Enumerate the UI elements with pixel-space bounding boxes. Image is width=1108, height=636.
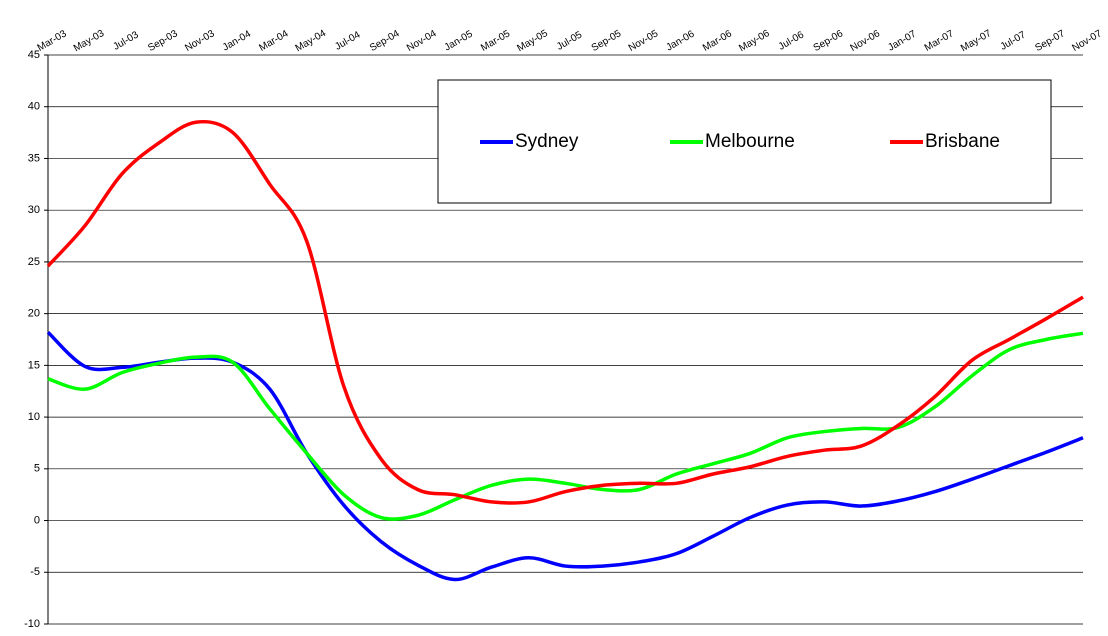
y-tick-label: 15 — [28, 359, 40, 371]
legend-label: Sydney — [515, 131, 579, 152]
x-tick-label: May-04 — [294, 28, 329, 54]
y-tick-label: 20 — [28, 308, 40, 320]
series-line — [46, 119, 1084, 505]
x-tick-label: Nov-07 — [1070, 28, 1104, 54]
x-tick-label: Nov-04 — [405, 28, 439, 54]
x-tick-label: Jul-05 — [555, 29, 584, 52]
x-tick-label: Nov-03 — [183, 28, 217, 54]
x-tick-label: Mar-06 — [701, 28, 734, 54]
x-tick-label: Jan-05 — [443, 28, 475, 53]
x-tick-label: May-06 — [737, 28, 772, 54]
x-tick-label: May-07 — [959, 28, 994, 54]
y-tick-label: -5 — [30, 566, 40, 578]
y-tick-label: 35 — [28, 152, 40, 164]
y-tick-label: 25 — [28, 256, 40, 268]
series-line — [47, 331, 1084, 521]
x-tick-label: Sep-06 — [812, 28, 846, 54]
y-tick-label: 45 — [28, 49, 40, 61]
x-tick-label: Nov-06 — [849, 28, 883, 54]
x-tick-label: Jul-04 — [333, 29, 362, 52]
x-tick-label: Jul-03 — [111, 29, 140, 52]
series-line — [46, 330, 1084, 582]
x-tick-label: Jan-07 — [886, 28, 918, 53]
x-tick-label: Sep-04 — [368, 28, 402, 54]
x-tick-label: Mar-04 — [257, 28, 290, 54]
x-tick-label: Mar-05 — [479, 28, 512, 54]
legend-box — [437, 79, 1052, 204]
y-tick-label: 40 — [28, 101, 40, 113]
y-tick-label: 30 — [28, 204, 40, 216]
x-tick-label: Mar-03 — [36, 28, 69, 54]
legend-label: Brisbane — [925, 131, 1000, 152]
x-tick-label: Sep-07 — [1033, 28, 1067, 54]
x-tick-label: Sep-03 — [146, 28, 180, 54]
y-tick-label: -10 — [24, 618, 40, 630]
y-tick-label: 0 — [34, 514, 40, 526]
x-tick-label: Jul-06 — [777, 29, 806, 52]
y-tick-label: 5 — [34, 463, 40, 475]
legend-label: Melbourne — [705, 131, 795, 152]
x-tick-label: Jan-04 — [221, 28, 253, 53]
y-tick-label: 10 — [28, 411, 40, 423]
x-tick-label: May-03 — [72, 28, 107, 54]
x-tick-label: May-05 — [515, 28, 550, 54]
x-tick-label: Sep-05 — [590, 28, 624, 54]
x-tick-label: Jan-06 — [664, 28, 696, 53]
x-tick-label: Mar-07 — [923, 28, 956, 54]
x-tick-label: Nov-05 — [627, 28, 661, 54]
x-tick-label: Jul-07 — [999, 29, 1028, 52]
